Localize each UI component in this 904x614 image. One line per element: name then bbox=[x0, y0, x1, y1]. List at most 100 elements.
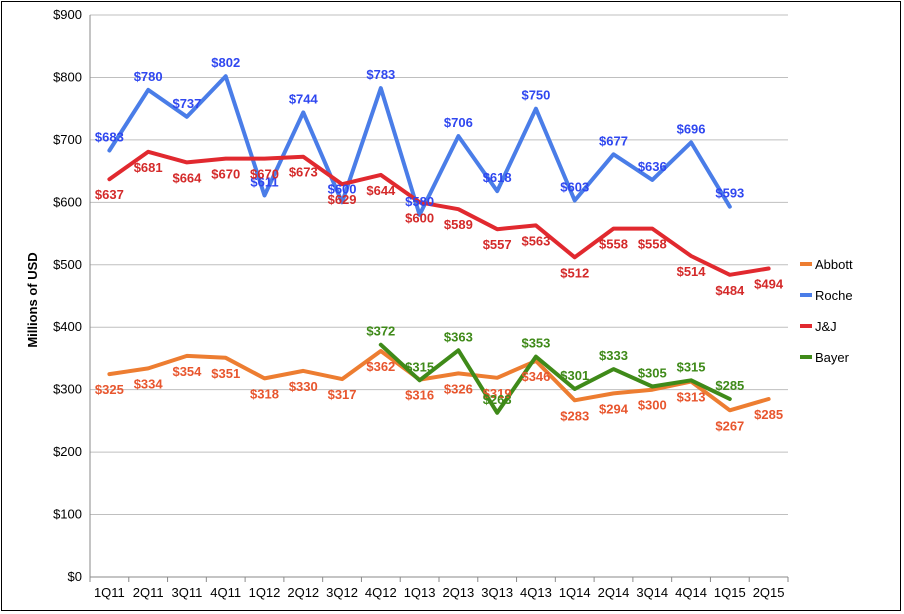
data-label: $301 bbox=[560, 368, 589, 383]
x-tick-label: 2Q14 bbox=[598, 585, 630, 600]
data-label: $326 bbox=[444, 381, 473, 396]
data-label: $593 bbox=[715, 186, 744, 201]
data-label: $677 bbox=[599, 133, 628, 148]
data-label: $318 bbox=[250, 386, 279, 401]
x-tick-label: 3Q12 bbox=[326, 585, 358, 600]
data-label: $313 bbox=[677, 390, 706, 405]
series-line-jj bbox=[107, 149, 771, 277]
data-label: $362 bbox=[366, 359, 395, 374]
y-tick-label: $700 bbox=[53, 132, 82, 147]
series-line-abbott bbox=[107, 349, 771, 413]
y-tick-label: $600 bbox=[53, 194, 82, 209]
data-label: $372 bbox=[366, 324, 395, 339]
x-tick-label: 3Q13 bbox=[481, 585, 513, 600]
y-axis: $0 $100 $200 $300 $400 $500 $600 $700 $800 $900 bbox=[53, 7, 82, 584]
y-tick-label: $500 bbox=[53, 257, 82, 272]
legend-entry: J&J bbox=[815, 319, 837, 334]
y-tick-label: $300 bbox=[53, 382, 82, 397]
data-label: $285 bbox=[754, 407, 783, 422]
data-label: $319 bbox=[483, 386, 512, 401]
data-label: $670 bbox=[250, 167, 279, 182]
data-label: $706 bbox=[444, 115, 473, 130]
y-tick-label: $200 bbox=[53, 444, 82, 459]
data-label: $673 bbox=[289, 165, 318, 180]
legend-entry: Abbott bbox=[815, 257, 853, 272]
data-label: $696 bbox=[677, 121, 706, 136]
data-label: $557 bbox=[483, 237, 512, 252]
x-tick-label: 3Q14 bbox=[636, 585, 668, 600]
data-label: $783 bbox=[366, 67, 395, 82]
data-label: $263 bbox=[483, 392, 512, 407]
y-tick-label: $900 bbox=[53, 7, 82, 22]
y-tick-label: $400 bbox=[53, 319, 82, 334]
data-label: $644 bbox=[366, 183, 396, 198]
data-label: $353 bbox=[521, 336, 550, 351]
data-label: $285 bbox=[715, 378, 744, 393]
data-label: $558 bbox=[638, 237, 667, 252]
x-tick-label: 2Q12 bbox=[287, 585, 319, 600]
x-tick-label: 4Q14 bbox=[675, 585, 707, 600]
x-tick-label: 1Q12 bbox=[249, 585, 281, 600]
data-label: $300 bbox=[638, 398, 667, 413]
y-axis-label: Millions of USD bbox=[25, 252, 40, 347]
data-label: $305 bbox=[638, 366, 667, 381]
data-label: $315 bbox=[405, 359, 434, 374]
x-tick-label: 4Q11 bbox=[210, 585, 241, 600]
y-tick-label: $100 bbox=[53, 507, 82, 522]
data-label: $325 bbox=[95, 382, 124, 397]
data-label: $603 bbox=[560, 179, 589, 194]
data-label: $316 bbox=[405, 388, 434, 403]
data-label: $600 bbox=[405, 210, 434, 225]
data-label: $618 bbox=[483, 170, 512, 185]
data-label: $333 bbox=[599, 348, 628, 363]
data-label: $267 bbox=[715, 418, 744, 433]
data-label: $494 bbox=[754, 277, 784, 292]
data-label: $780 bbox=[134, 69, 163, 84]
series-line-roche bbox=[107, 74, 732, 217]
data-label: $670 bbox=[211, 167, 240, 182]
data-label: $315 bbox=[677, 359, 706, 374]
data-label: $600 bbox=[328, 181, 357, 196]
data-label: $611 bbox=[250, 174, 278, 189]
x-tick-label: 3Q11 bbox=[172, 585, 203, 600]
data-labels: $325 $334 $354 $351 $318 $330 $317 $362 $316 $326… bbox=[95, 55, 784, 433]
data-label: $664 bbox=[172, 170, 202, 185]
x-tick-label: 2Q15 bbox=[753, 585, 785, 600]
y-tick-label: $800 bbox=[53, 69, 82, 84]
data-label: $330 bbox=[289, 379, 318, 394]
data-label: $317 bbox=[328, 387, 357, 402]
data-label: $802 bbox=[211, 55, 240, 70]
data-label: $737 bbox=[172, 96, 201, 111]
data-label: $681 bbox=[134, 160, 163, 175]
data-label: $346 bbox=[521, 369, 550, 384]
data-label: $558 bbox=[599, 237, 628, 252]
x-tick-label: 1Q15 bbox=[714, 585, 746, 600]
x-tick-label: 4Q13 bbox=[520, 585, 552, 600]
data-label: $294 bbox=[599, 401, 629, 416]
x-tick-label: 1Q13 bbox=[404, 585, 436, 600]
x-tick-label: 2Q13 bbox=[442, 585, 474, 600]
data-label: $744 bbox=[289, 91, 319, 106]
data-label: $514 bbox=[677, 264, 707, 279]
data-label: $283 bbox=[560, 408, 589, 423]
x-tick-label: 2Q11 bbox=[133, 585, 164, 600]
data-label: $563 bbox=[521, 233, 550, 248]
series-line-bayer bbox=[378, 342, 732, 415]
series-lines bbox=[107, 74, 771, 415]
data-label: $636 bbox=[638, 159, 667, 174]
data-label: $512 bbox=[560, 265, 589, 280]
data-label: $354 bbox=[172, 364, 202, 379]
x-tick-label: 1Q11 bbox=[94, 585, 125, 600]
data-label: $629 bbox=[328, 192, 357, 207]
x-axis: 1Q11 2Q11 3Q11 4Q11 1Q12 2Q12 3Q12 4Q12 1Q13 2Q13… bbox=[89, 577, 789, 600]
x-tick-label: 4Q12 bbox=[365, 585, 397, 600]
legend-entry: Bayer bbox=[815, 350, 850, 365]
legend-entry: Roche bbox=[815, 288, 853, 303]
data-label: $589 bbox=[444, 217, 473, 232]
data-label: $334 bbox=[134, 376, 164, 391]
data-label: $637 bbox=[95, 187, 124, 202]
legend: Abbott Roche J&J Bayer bbox=[800, 257, 853, 365]
y-tick-label: $0 bbox=[68, 569, 82, 584]
